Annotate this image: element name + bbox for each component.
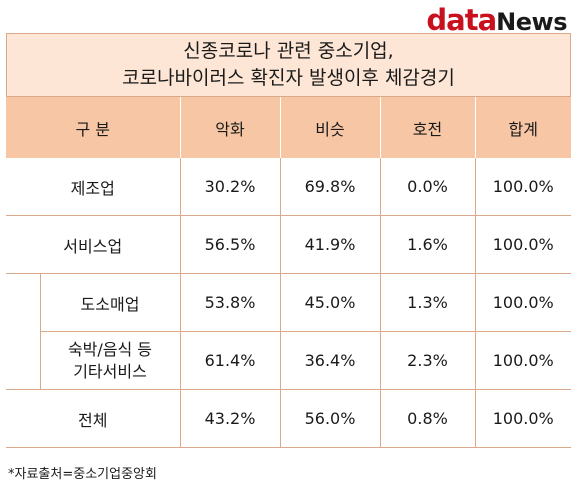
cell-better: 2.3% (379, 331, 475, 390)
cell-worse: 30.2% (179, 158, 280, 216)
table-row: 도소매업 53.8% 45.0% 1.3% 100.0% (6, 273, 571, 332)
cell-total: 100.0% (474, 389, 571, 448)
row-label-line-1: 숙박/음식 등 (67, 339, 153, 359)
cell-similar: 36.4% (279, 331, 380, 390)
cell-worse: 43.2% (179, 389, 280, 448)
header-total: 합계 (475, 97, 571, 158)
header-similar: 비슷 (280, 97, 381, 158)
row-label: 서비스업 (6, 215, 180, 274)
cell-worse: 61.4% (179, 331, 280, 390)
logo-news-text: News (496, 8, 567, 36)
cell-total: 100.0% (474, 331, 571, 390)
title-line-2: 코로나바이러스 확진자 발생이후 체감경기 (122, 67, 455, 89)
header-worse: 악화 (180, 97, 281, 158)
row-label: 제조업 (6, 158, 180, 216)
cell-better: 1.6% (379, 215, 475, 274)
cell-better: 0.0% (379, 158, 475, 216)
row-label: 숙박/음식 등 기타서비스 (39, 331, 180, 390)
table-row: 숙박/음식 등 기타서비스 61.4% 36.4% 2.3% 100.0% (6, 331, 571, 390)
row-label: 전체 (6, 389, 180, 448)
indent-spacer (6, 274, 40, 332)
datanews-logo: dataNews (426, 4, 567, 38)
table-row: 전체 43.2% 56.0% 0.8% 100.0% (6, 389, 571, 448)
indent-spacer (6, 331, 40, 390)
source-footnote: *자료출처=중소기업중앙회 (8, 467, 157, 482)
header-better: 호전 (380, 97, 476, 158)
cell-better: 1.3% (379, 273, 475, 332)
header-category: 구 분 (6, 97, 181, 158)
cell-similar: 41.9% (279, 215, 380, 274)
row-label-line-2: 기타서비스 (73, 361, 147, 381)
row-label: 도소매업 (39, 273, 180, 332)
title-line-1: 신종코로나 관련 중소기업, (183, 40, 394, 62)
data-table: 구 분 악화 비슷 호전 합계 제조업 30.2% 69.8% 0.0% 100… (6, 97, 571, 448)
cell-worse: 56.5% (179, 215, 280, 274)
table-title: 신종코로나 관련 중소기업, 코로나바이러스 확진자 발생이후 체감경기 (6, 33, 571, 97)
cell-similar: 45.0% (279, 273, 380, 332)
header-row: 구 분 악화 비슷 호전 합계 (6, 97, 571, 158)
cell-total: 100.0% (474, 158, 571, 216)
cell-better: 0.8% (379, 389, 475, 448)
cell-worse: 53.8% (179, 273, 280, 332)
table-row: 제조업 30.2% 69.8% 0.0% 100.0% (6, 158, 571, 216)
logo-data-text: data (426, 3, 497, 37)
table-row: 서비스업 56.5% 41.9% 1.6% 100.0% (6, 215, 571, 274)
cell-total: 100.0% (474, 215, 571, 274)
cell-similar: 69.8% (279, 158, 380, 216)
cell-total: 100.0% (474, 273, 571, 332)
cell-similar: 56.0% (279, 389, 380, 448)
